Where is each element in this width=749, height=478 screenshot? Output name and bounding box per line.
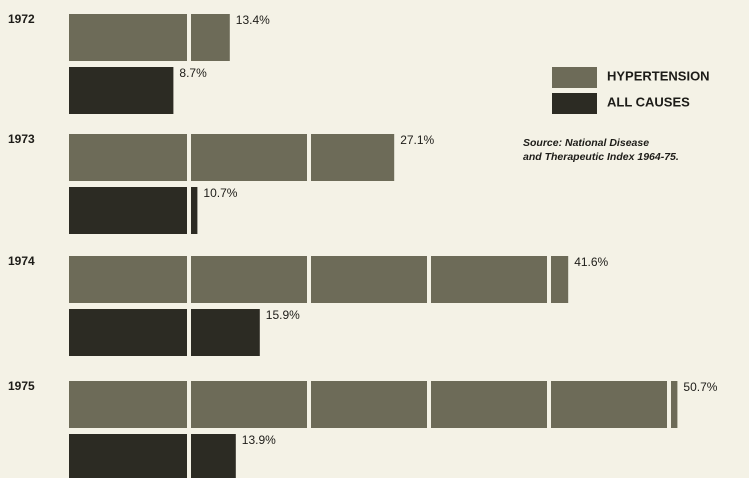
segment-gap <box>427 255 431 304</box>
legend-swatch <box>552 93 597 114</box>
value-label: 15.9% <box>266 308 300 322</box>
segment-gap <box>187 380 191 429</box>
value-label: 10.7% <box>203 186 237 200</box>
value-label: 13.4% <box>236 13 270 27</box>
bar <box>69 134 395 181</box>
segment-gap <box>307 380 311 429</box>
bar <box>69 14 230 61</box>
segment-gap <box>307 133 311 182</box>
segment-gap <box>427 380 431 429</box>
segment-gap <box>187 255 191 304</box>
category-label: 1975 <box>8 379 35 393</box>
value-label: 27.1% <box>400 133 434 147</box>
legend-label: ALL CAUSES <box>607 94 690 109</box>
bar <box>69 434 236 478</box>
bar <box>69 256 569 303</box>
segment-gap <box>187 133 191 182</box>
segment-gap <box>307 255 311 304</box>
segment-gap <box>547 255 551 304</box>
value-label: 41.6% <box>574 255 608 269</box>
bar <box>69 309 260 356</box>
legend-swatch <box>552 67 597 88</box>
category-label: 1972 <box>8 12 35 26</box>
segment-gap <box>187 433 191 478</box>
value-label: 13.9% <box>242 433 276 447</box>
source-note: and Therapeutic Index 1964-75. <box>523 151 679 163</box>
segment-gap <box>187 186 191 235</box>
segment-gap <box>667 380 671 429</box>
bar <box>69 67 174 114</box>
category-label: 1974 <box>8 254 35 268</box>
legend-label: HYPERTENSION <box>607 68 710 83</box>
value-label: 8.7% <box>179 66 207 80</box>
category-label: 1973 <box>8 132 35 146</box>
source-note: Source: National Disease <box>523 137 649 149</box>
segment-gap <box>547 380 551 429</box>
bar <box>69 381 678 428</box>
segment-gap <box>187 308 191 357</box>
value-label: 50.7% <box>683 380 717 394</box>
bar <box>69 187 198 234</box>
segment-gap <box>187 13 191 62</box>
